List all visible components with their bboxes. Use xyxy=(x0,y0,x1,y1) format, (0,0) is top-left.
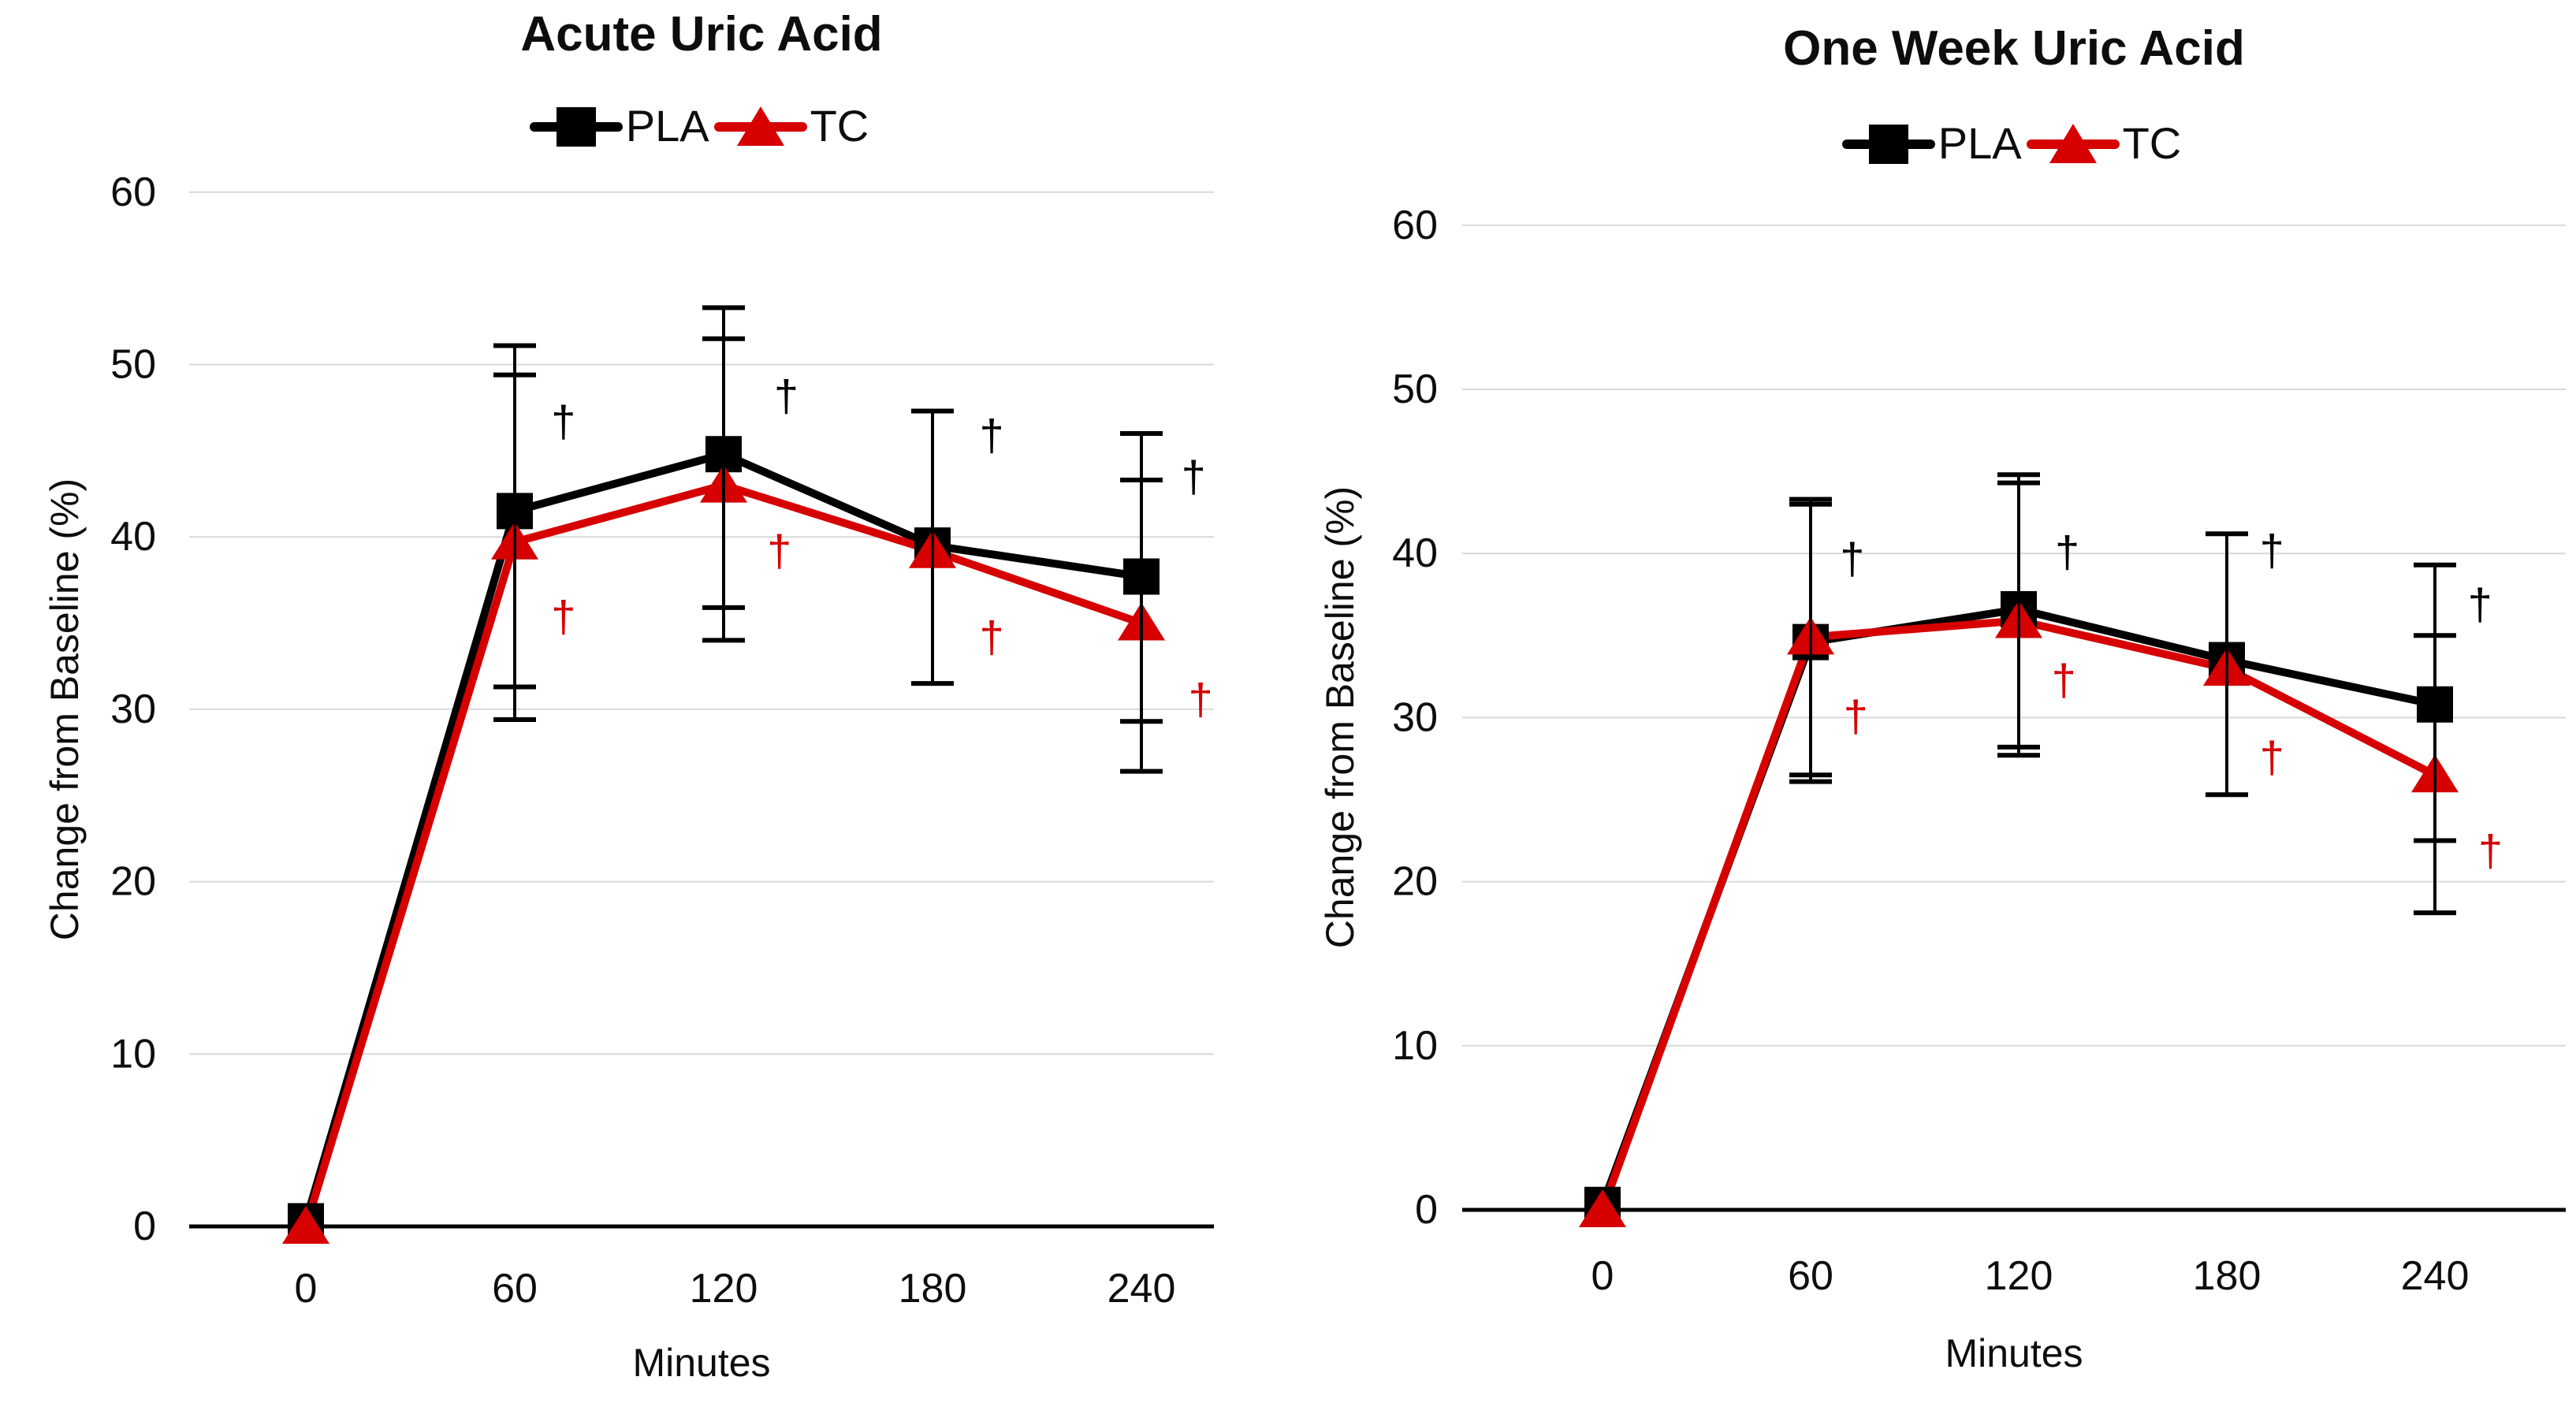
x-tick-label: 60 xyxy=(492,1266,538,1312)
x-tick-label: 240 xyxy=(2401,1253,2470,1299)
dagger-annotation: † xyxy=(551,396,575,446)
chart-panel-acute: 0 10 20 30 40 50 60 0 60 120 180 240 † † † † † † † † Acute … xyxy=(43,7,1214,1385)
tc-triangle-marker xyxy=(282,1206,329,1244)
y-axis-title-acute: Change from Baseline (%) xyxy=(43,478,87,941)
x-tick-label: 180 xyxy=(2193,1253,2261,1299)
x-tick-label: 120 xyxy=(690,1266,758,1312)
legend-item-pla: PLA xyxy=(1841,118,2027,169)
y-tick-label: 50 xyxy=(110,342,156,388)
legend-label-tc: TC xyxy=(810,101,869,151)
dagger-annotation: † xyxy=(980,411,1004,460)
y-tick-label: 60 xyxy=(1392,203,1438,248)
legend-item-pla: PLA xyxy=(529,101,714,151)
dagger-annotation: † xyxy=(551,591,575,641)
dagger-annotation: † xyxy=(774,370,798,420)
pla-square-icon xyxy=(1868,125,1908,164)
chart-title-one-week: One Week Uric Acid xyxy=(1783,21,2245,76)
x-tick-label: 240 xyxy=(1107,1266,1176,1312)
legend-item-tc: TC xyxy=(2026,118,2187,169)
dagger-annotation: † xyxy=(1840,534,1864,583)
y-tick-label: 0 xyxy=(1415,1187,1438,1233)
tc-triangle-icon xyxy=(2049,124,2097,163)
y-axis-title-one-week: Change from Baseline (%) xyxy=(1318,486,1362,949)
dagger-annotation: † xyxy=(1182,452,1206,501)
one-week-chart-plot: 0 10 20 30 40 50 60 0 60 120 180 240 † † † † † † † † xyxy=(1392,203,2566,1299)
dagger-annotation: † xyxy=(2478,826,2503,876)
y-tick-label: 60 xyxy=(110,169,156,215)
tc-triangle-icon xyxy=(736,106,784,146)
y-tick-label: 40 xyxy=(110,514,156,560)
x-tick-label: 0 xyxy=(295,1266,318,1312)
dagger-annotation: † xyxy=(767,526,791,575)
dagger-annotation: † xyxy=(1844,691,1868,741)
pla-legend-marker-icon xyxy=(1841,118,1935,169)
x-tick-label: 180 xyxy=(899,1266,967,1312)
y-tick-label: 0 xyxy=(133,1204,156,1249)
acute-chart-plot: 0 10 20 30 40 50 60 0 60 120 180 240 † † † † † † † † xyxy=(110,169,1214,1312)
legend-label-pla: PLA xyxy=(1938,118,2022,168)
x-axis-title-acute: Minutes xyxy=(632,1341,771,1385)
y-tick-label: 10 xyxy=(1392,1023,1438,1069)
dagger-annotation: † xyxy=(2052,655,2076,705)
y-tick-label: 20 xyxy=(1392,859,1438,905)
legend-acute: PLA TC xyxy=(189,101,1214,151)
legend-label-tc: TC xyxy=(2122,118,2182,168)
dagger-annotation: † xyxy=(1189,674,1213,724)
y-tick-label: 30 xyxy=(1392,694,1438,740)
legend-label-pla: PLA xyxy=(625,101,709,151)
dagger-annotation: † xyxy=(2055,527,2079,577)
y-tick-label: 40 xyxy=(1392,530,1438,576)
tc-triangle-marker xyxy=(1579,1189,1626,1227)
y-tick-label: 20 xyxy=(110,859,156,905)
tc-legend-marker-icon xyxy=(713,101,807,151)
y-tick-label: 30 xyxy=(110,687,156,732)
chart-title-acute: Acute Uric Acid xyxy=(520,7,883,61)
tc-legend-marker-icon xyxy=(2026,118,2120,169)
dagger-annotation: † xyxy=(2468,579,2492,629)
chart-panel-one-week: 0 10 20 30 40 50 60 0 60 120 180 240 † † † † † † † † One We… xyxy=(1288,0,2576,1414)
legend-one-week: PLA TC xyxy=(1462,118,2566,169)
x-tick-label: 0 xyxy=(1591,1253,1614,1299)
x-axis-title-one-week: Minutes xyxy=(1945,1331,2083,1375)
legend-item-tc: TC xyxy=(713,101,874,151)
y-tick-label: 10 xyxy=(110,1031,156,1077)
y-tick-label: 50 xyxy=(1392,367,1438,412)
x-tick-label: 120 xyxy=(1985,1253,2053,1299)
dagger-annotation: † xyxy=(2260,732,2284,782)
x-tick-label: 60 xyxy=(1788,1253,1833,1299)
pla-square-icon xyxy=(556,107,596,147)
dagger-annotation: † xyxy=(980,612,1004,662)
dagger-annotation: † xyxy=(2260,526,2284,575)
pla-legend-marker-icon xyxy=(529,101,623,151)
